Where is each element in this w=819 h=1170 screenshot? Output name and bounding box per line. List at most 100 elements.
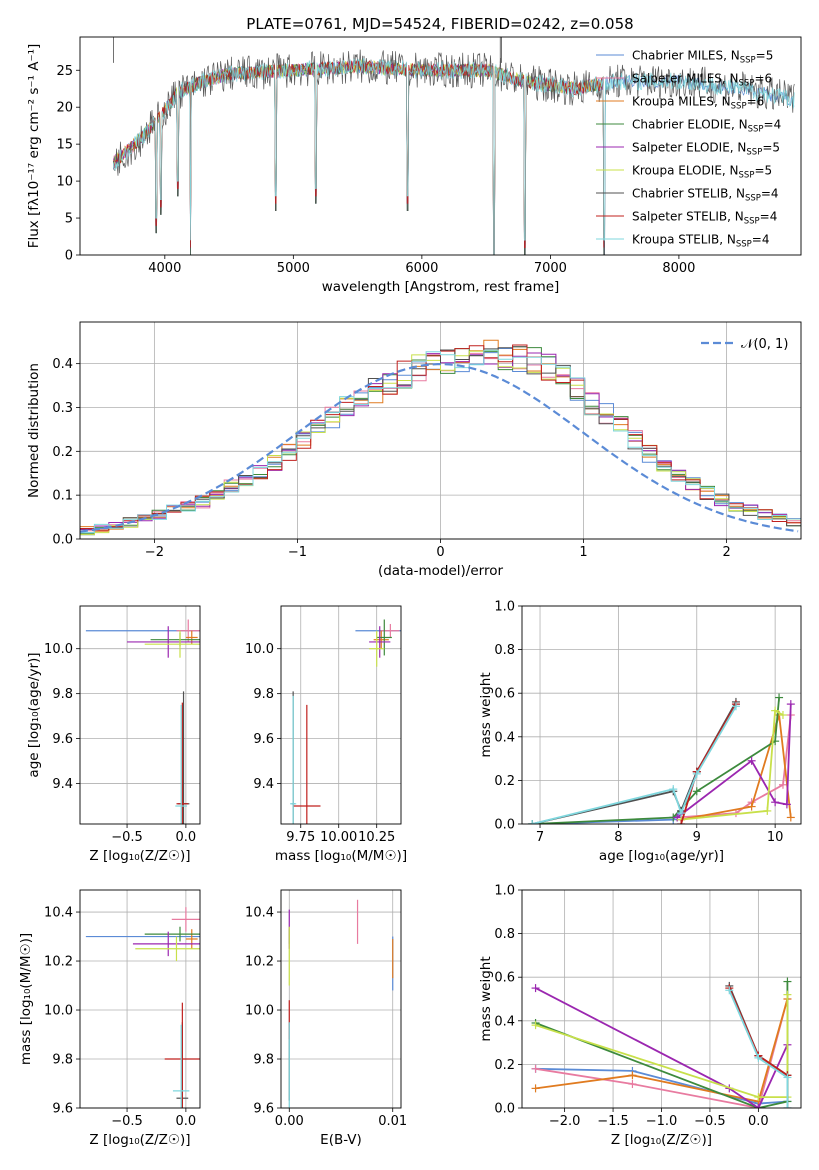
weight-series-group bbox=[528, 693, 795, 824]
axes-frame bbox=[521, 605, 802, 825]
x-tick-label: 9.75 bbox=[286, 830, 315, 845]
spectrum-series-kroupa_stelib bbox=[113, 58, 795, 255]
legend-subscript: SSP bbox=[746, 148, 762, 158]
y-tick-label: 1.0 bbox=[494, 884, 515, 899]
x-tick-label: 2 bbox=[722, 545, 730, 560]
legend-suffix: =4 bbox=[760, 210, 778, 224]
y-tick-label: 0.3 bbox=[52, 401, 73, 416]
legend-subscript: SSP bbox=[745, 194, 761, 204]
y-tick-label: 0.2 bbox=[494, 774, 515, 789]
axes-frame bbox=[280, 605, 402, 825]
weight-line-kroupa_stelib bbox=[728, 989, 789, 1108]
y-tick-label: 9.8 bbox=[253, 687, 274, 702]
x-axis-label: Z [log₁₀(Z/Z☉)] bbox=[89, 1132, 190, 1148]
x-tick-label: 1 bbox=[579, 545, 587, 560]
x-tick-label: 10.25 bbox=[358, 830, 395, 845]
y-tick-label: 9.4 bbox=[253, 777, 274, 792]
normal-curve bbox=[80, 363, 799, 533]
y-tick-label: 10.0 bbox=[245, 1004, 274, 1019]
y-axis-label: mass weight bbox=[478, 672, 494, 757]
x-tick-label: 0.00 bbox=[275, 1114, 304, 1129]
y-tick-label: 10.0 bbox=[44, 642, 73, 657]
y-tick-label: 10.0 bbox=[44, 1004, 73, 1019]
residuals-panel: −2 −1 0 1 2 0.0 0.1 0.2 0.3 0.4 (data-model)/error… bbox=[26, 321, 802, 579]
y-tick-label: 10.2 bbox=[44, 955, 73, 970]
x-axis-label: mass [log₁₀(M/M☉)] bbox=[275, 848, 407, 864]
legend-subscript: SSP bbox=[740, 56, 756, 66]
legend-label-kroupa_stelib: Kroupa STELIB, NSSP=4 bbox=[632, 233, 770, 250]
x-tick-label: 4000 bbox=[148, 261, 181, 276]
legend-label-salpeter_stelib: Salpeter STELIB, NSSP=4 bbox=[632, 210, 777, 227]
x-axis-label: (data-model)/error bbox=[378, 563, 504, 579]
y-tick-label: 0.6 bbox=[494, 687, 515, 702]
legend-subscript: SSP bbox=[731, 102, 747, 112]
x-tick-label: 8 bbox=[614, 830, 622, 845]
x-tick-label: −0.5 bbox=[694, 1114, 726, 1129]
y-axis-label: Flux [fλ10⁻¹⁷ erg cm⁻² s⁻¹ A⁻¹] bbox=[26, 44, 42, 249]
y-tick-label: 9.6 bbox=[52, 1102, 73, 1117]
y-tick-label: 0.8 bbox=[494, 927, 515, 942]
histogram-kroupa_stelib bbox=[80, 349, 801, 533]
x-tick-label: 0.01 bbox=[378, 1114, 407, 1129]
legend-suffix: =4 bbox=[764, 118, 782, 132]
x-axis-label: E(B-V) bbox=[320, 1132, 362, 1148]
weight-line-kroupa_elodie bbox=[681, 709, 784, 821]
legend-label-chabrier_stelib: Chabrier STELIB, NSSP=4 bbox=[632, 187, 779, 204]
legend-label-chabrier_miles: Chabrier MILES, NSSP=5 bbox=[632, 49, 773, 66]
axes-frame bbox=[521, 889, 802, 1109]
weight-series-group bbox=[531, 977, 792, 1108]
weight-line-kroupa_elodie bbox=[535, 994, 789, 1098]
y-tick-label: 9.8 bbox=[253, 1053, 274, 1068]
legend-text: Chabrier STELIB, N bbox=[632, 187, 745, 201]
y-tick-label: 20 bbox=[56, 101, 73, 116]
weight-line-kroupa_miles bbox=[535, 998, 789, 1103]
legend-text: Salpeter STELIB, N bbox=[632, 210, 744, 224]
y-tick-label: 9.8 bbox=[52, 1053, 73, 1068]
histogram-kroupa_elodie bbox=[80, 350, 801, 536]
x-tick-label: −1 bbox=[288, 545, 307, 560]
y-tick-label: 0.6 bbox=[494, 971, 515, 986]
y-tick-label: 5 bbox=[65, 212, 73, 227]
y-tick-label: 0.0 bbox=[494, 1102, 515, 1117]
y-tick-label: 9.6 bbox=[52, 732, 73, 747]
y-tick-label: 0.1 bbox=[52, 489, 73, 504]
weight-line-chabrier_elodie bbox=[532, 697, 780, 824]
legend-suffix: =4 bbox=[752, 233, 770, 247]
y-tick-label: 0.4 bbox=[494, 1014, 515, 1029]
y-axis-label: Normed distribution bbox=[26, 363, 42, 498]
mass-vs-ebv-panel: 0.00 0.01 9.6 9.8 10.0 10.2 10.4 E(B-V) bbox=[245, 889, 407, 1148]
y-tick-label: 10 bbox=[56, 175, 73, 190]
legend-label-salpeter_miles: Salpeter MILES, NSSP=6 bbox=[632, 72, 772, 89]
legend-label-kroupa_miles: Kroupa MILES, NSSP=6 bbox=[632, 95, 764, 112]
legend-suffix: =4 bbox=[761, 187, 779, 201]
x-tick-label: 0.0 bbox=[176, 830, 197, 845]
legend-subscript: SSP bbox=[748, 125, 764, 135]
x-axis-label: age [log₁₀(age/yr)] bbox=[599, 848, 724, 864]
legend-text: Kroupa ELODIE, N bbox=[632, 164, 739, 178]
weight-line-chabrier_stelib bbox=[531, 701, 737, 824]
legend-text: Chabrier ELODIE, N bbox=[632, 118, 748, 132]
weight-line-kroupa_stelib bbox=[531, 705, 737, 824]
x-tick-label: −0.5 bbox=[111, 1114, 143, 1129]
weight-line-salpeter_elodie bbox=[535, 987, 789, 1108]
weight-line-chabrier_miles bbox=[532, 703, 737, 824]
x-tick-label: 0 bbox=[436, 545, 444, 560]
y-tick-label: 10.4 bbox=[44, 906, 73, 921]
legend-text: Salpeter ELODIE, N bbox=[632, 141, 746, 155]
weight-line-kroupa_miles bbox=[680, 714, 792, 821]
y-tick-label: 10.4 bbox=[245, 906, 274, 921]
legend-suffix: =6 bbox=[754, 72, 772, 86]
x-axis-label: Z [log₁₀(Z/Z☉)] bbox=[89, 848, 190, 864]
legend-subscript: SSP bbox=[736, 240, 752, 250]
weight-vs-z-panel: −2.0 −1.5 −1.0 −0.5 0.0 0.0 0.2 0.4 0.6 0.8 1.0 Z [… bbox=[478, 884, 802, 1148]
histogram-chabrier_stelib bbox=[80, 346, 801, 531]
x-tick-label: 9 bbox=[693, 830, 701, 845]
y-tick-label: 0.4 bbox=[494, 730, 515, 745]
x-tick-label: 10.00 bbox=[320, 830, 357, 845]
errorbar-group bbox=[85, 619, 200, 824]
errorbar-group bbox=[85, 907, 200, 1108]
axes-frame bbox=[79, 605, 201, 825]
y-tick-label: 1.0 bbox=[494, 600, 515, 615]
age-vs-mass-panel: 9.75 10.00 10.25 9.4 9.6 9.8 10.0 mass [log₁₀(M… bbox=[245, 605, 407, 864]
